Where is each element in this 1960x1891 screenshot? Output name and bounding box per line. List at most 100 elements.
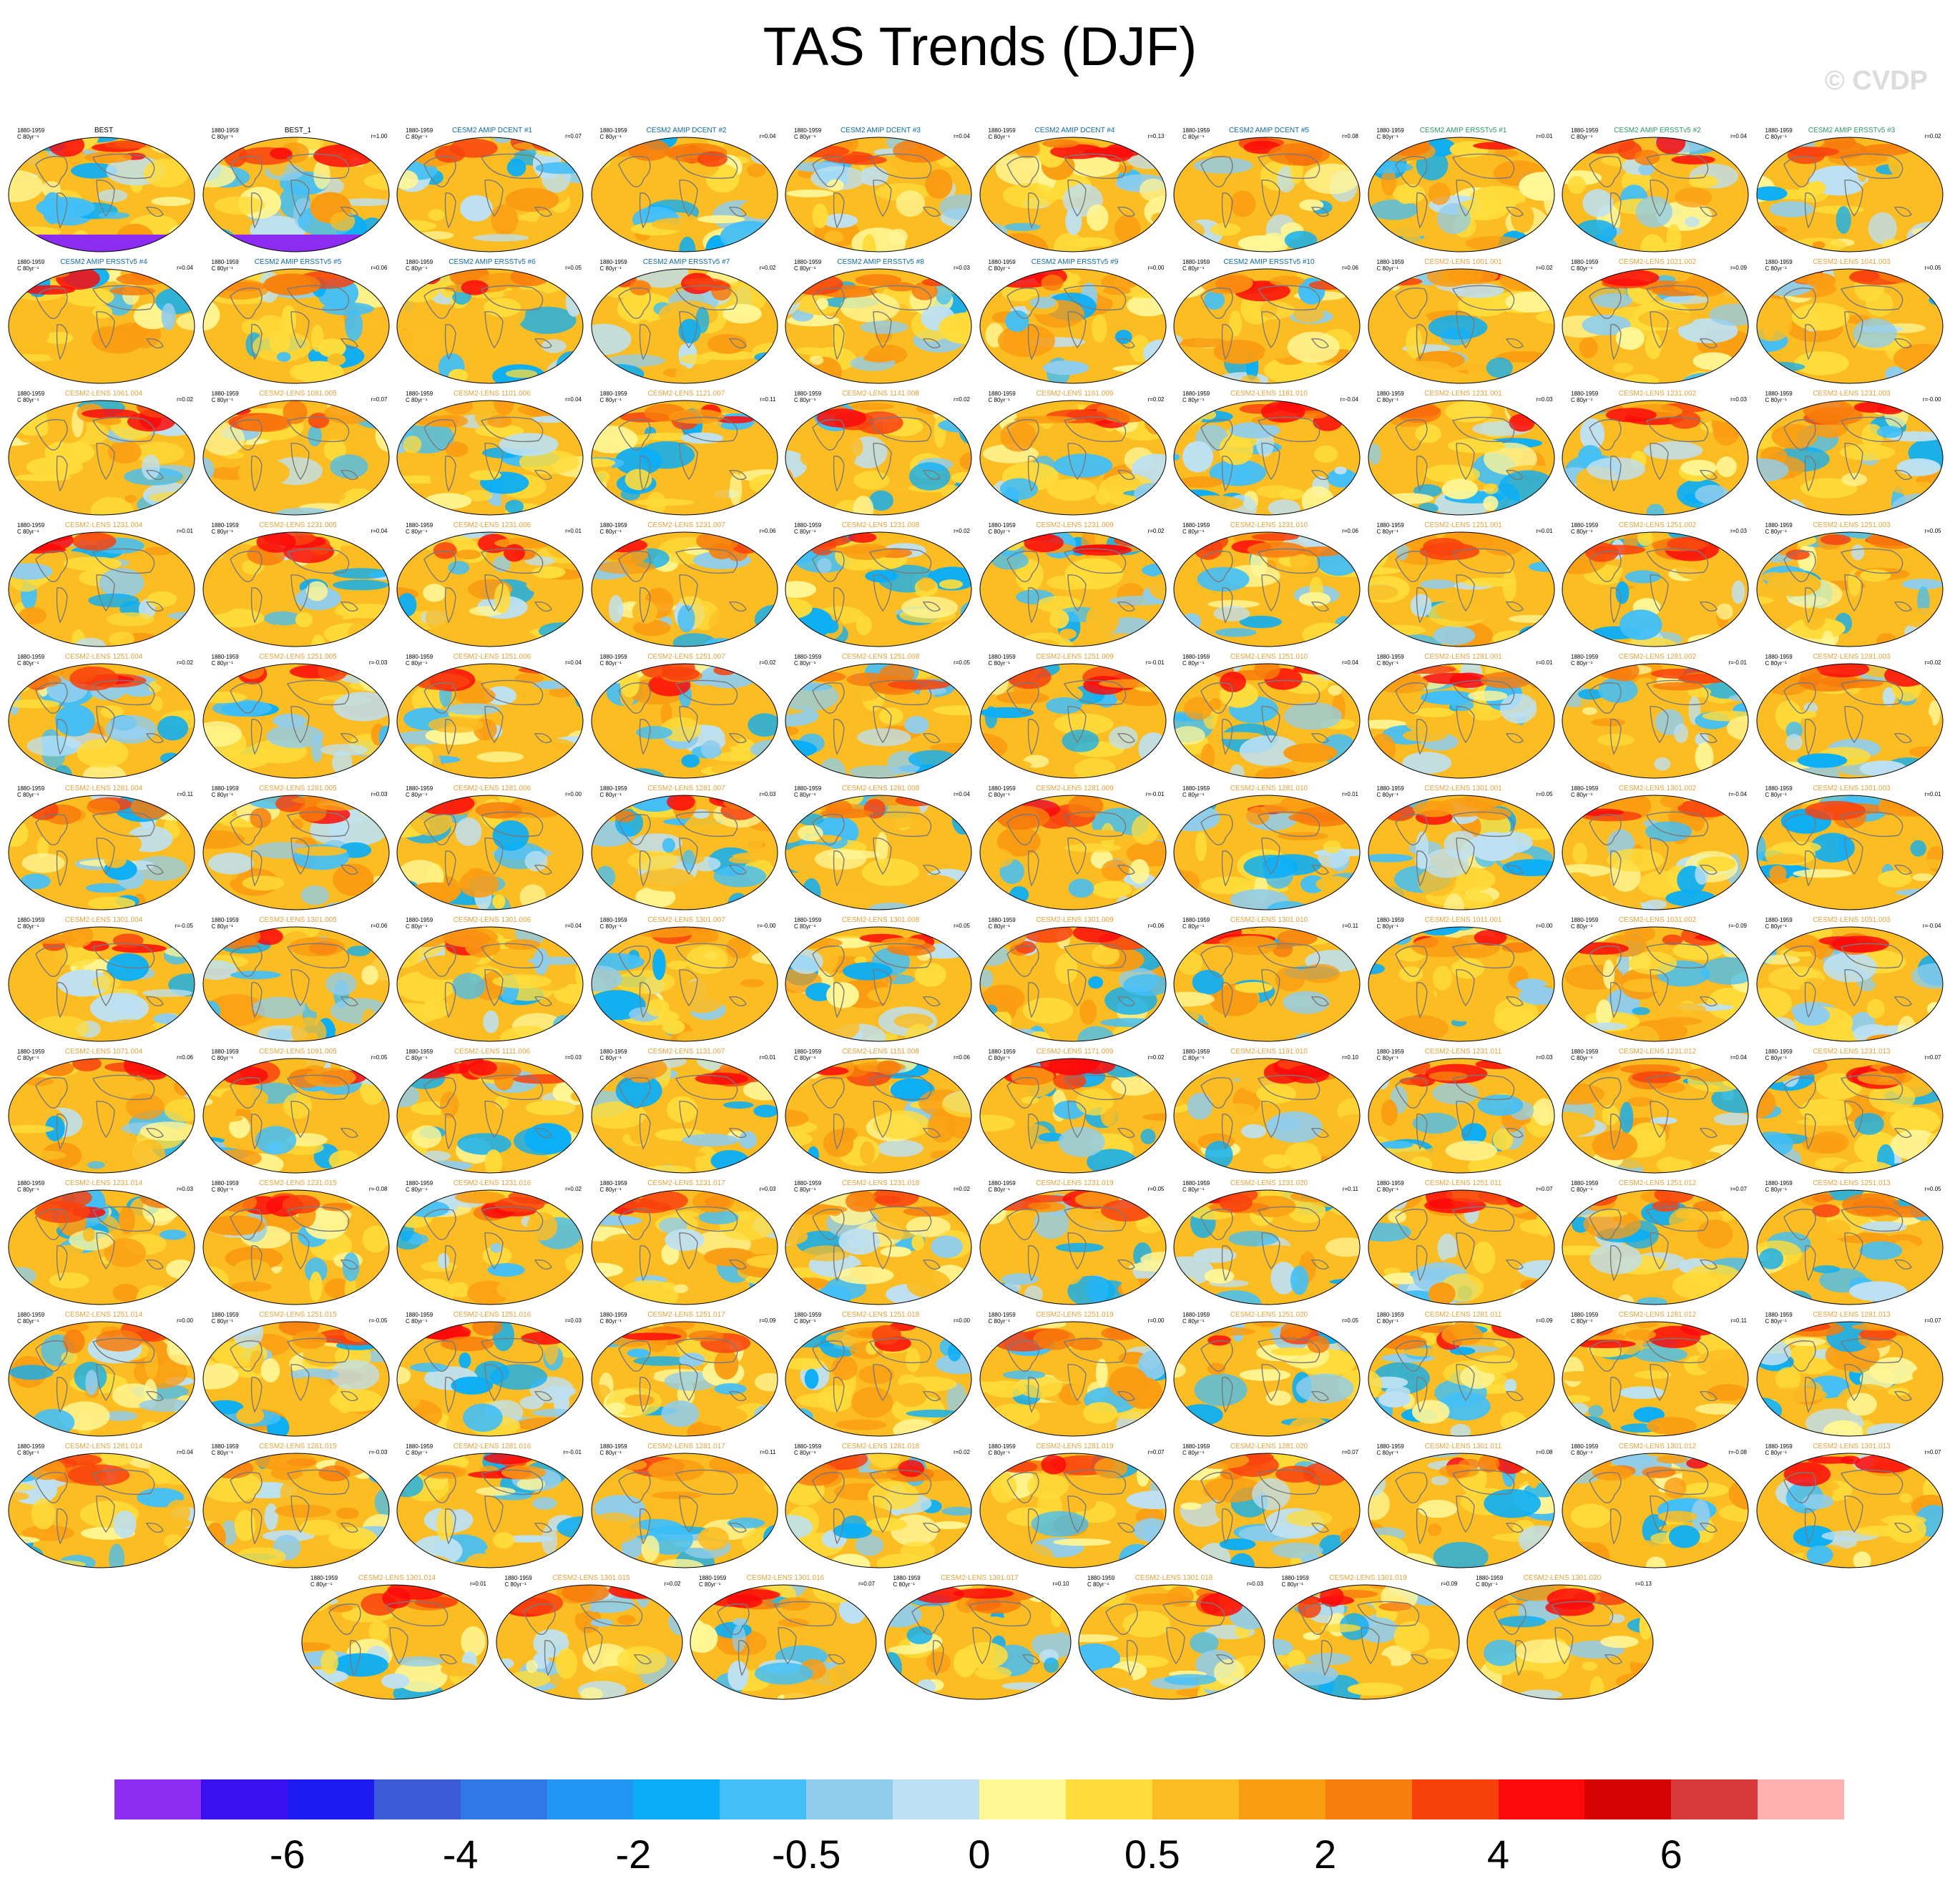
trend-map <box>979 400 1166 516</box>
map-panel: 1880-1959 C 80yr⁻¹ CESM2-LENS 1011.001 r=0… <box>1367 916 1560 1050</box>
map-panel: 1880-1959 C 80yr⁻¹ CESM2-LENS 1091.005 r=0… <box>202 1048 395 1182</box>
panel-pattern-correlation: r=0.11 <box>1342 923 1358 929</box>
colorbar-swatch <box>1671 1779 1758 1819</box>
panel-title: CESM2-LENS 1171.009 <box>1036 1048 1114 1056</box>
map-panel: 1880-1959 C 80yr⁻¹ CESM2-LENS 1281.007 r=0… <box>590 785 783 918</box>
trend-map <box>1368 795 1554 910</box>
map-panel: 1880-1959 C 80yr⁻¹ CESM2-LENS 1231.014 r=0… <box>7 1179 200 1313</box>
trend-map <box>8 531 195 647</box>
panel-pattern-correlation: r=0.10 <box>1052 1581 1069 1587</box>
panel-title: CESM2-LENS 1301.010 <box>1230 916 1308 924</box>
panel-title: CESM2-LENS 1281.017 <box>647 1443 725 1450</box>
panel-period-label: 1880-1959 C 80yr⁻¹ <box>988 654 1016 667</box>
panel-period-label: 1880-1959 C 80yr⁻¹ <box>599 391 627 403</box>
panel-period-label: 1880-1959 C 80yr⁻¹ <box>211 917 239 930</box>
panel-period-label: 1880-1959 C 80yr⁻¹ <box>1182 522 1210 535</box>
panel-period-label: 1880-1959 C 80yr⁻¹ <box>794 127 822 140</box>
panel-title: CESM2-LENS 1011.001 <box>1424 916 1502 924</box>
panel-period-label: 1880-1959 C 80yr⁻¹ <box>1182 1312 1210 1325</box>
map-panel: 1880-1959 C 80yr⁻¹ CESM2-LENS 1251.013 r=0… <box>1755 1179 1949 1313</box>
panel-pattern-correlation: r=0.03 <box>565 1317 582 1324</box>
panel-period-label: 1880-1959 C 80yr⁻¹ <box>406 1443 433 1456</box>
panel-title: CESM2-LENS 1161.009 <box>1036 390 1114 398</box>
trend-map <box>396 1189 584 1305</box>
panel-period-label: 1880-1959 C 80yr⁻¹ <box>1182 1443 1210 1456</box>
map-panel: 1880-1959 C 80yr⁻¹ CESM2-LENS 1061.004 r=0… <box>7 390 200 524</box>
panel-pattern-correlation: r=0.02 <box>177 396 193 403</box>
panel-period-label: 1880-1959 C 80yr⁻¹ <box>211 1443 239 1456</box>
panel-title: CESM2-LENS 1301.003 <box>1813 785 1891 792</box>
map-panel: 1880-1959 C 80yr⁻¹ CESM2-LENS 1001.001 r=0… <box>1367 258 1560 392</box>
panel-period-label: 1880-1959 C 80yr⁻¹ <box>599 1180 627 1193</box>
panel-period-label: 1880-1959 C 80yr⁻¹ <box>599 127 627 140</box>
map-panel: 1880-1959 C 80yr⁻¹ CESM2-LENS 1231.015 r=-… <box>202 1179 395 1313</box>
panel-period-label: 1880-1959 C 80yr⁻¹ <box>1376 1443 1404 1456</box>
map-panel: 1880-1959 C 80yr⁻¹ CESM2-LENS 1251.012 r=0… <box>1561 1179 1754 1313</box>
panel-title: CESM2-LENS 1231.007 <box>647 521 725 529</box>
panel-title: CESM2-LENS 1301.001 <box>1424 785 1502 792</box>
colorbar-swatch <box>287 1779 374 1819</box>
panel-period-label: 1880-1959 C 80yr⁻¹ <box>794 654 822 667</box>
panel-pattern-correlation: r=0.01 <box>1342 791 1358 797</box>
panel-title: CESM2 AMIP ERSSTv5 #8 <box>837 258 924 266</box>
panel-period-label: 1880-1959 C 80yr⁻¹ <box>1765 654 1793 667</box>
map-panel: 1880-1959 C 80yr⁻¹ CESM2 AMIP DCENT #4 r=0… <box>979 127 1172 260</box>
trend-map <box>396 137 584 252</box>
panel-pattern-correlation: r=0.04 <box>371 528 388 534</box>
trend-map <box>496 1584 682 1700</box>
panel-pattern-correlation: r=0.02 <box>954 528 970 534</box>
panel-title: CESM2 AMIP ERSSTv5 #1 <box>1419 127 1507 134</box>
trend-map <box>396 795 584 910</box>
chart-title: TAS Trends (DJF) <box>763 16 1197 77</box>
panel-title: CESM2-LENS 1031.002 <box>1618 916 1697 924</box>
panel-period-label: 1880-1959 C 80yr⁻¹ <box>1571 391 1599 403</box>
trend-map <box>1756 137 1943 252</box>
trend-map <box>1173 137 1361 252</box>
panel-title: CESM2-LENS 1281.007 <box>647 785 725 792</box>
panel-period-label: 1880-1959 C 80yr⁻¹ <box>1376 259 1404 272</box>
panel-pattern-correlation: r=1.00 <box>371 133 388 139</box>
colorbar-tick-label: -2 <box>615 1832 652 1877</box>
map-panel: 1880-1959 C 80yr⁻¹ CESM2-LENS 1181.010 r=-… <box>1172 390 1366 524</box>
trend-map <box>396 400 584 516</box>
panel-period-label: 1880-1959 C 80yr⁻¹ <box>17 259 45 272</box>
panel-title: CESM2-LENS 1301.006 <box>453 916 531 924</box>
panel-title: CESM2-LENS 1251.002 <box>1618 521 1697 529</box>
panel-period-label: 1880-1959 C 80yr⁻¹ <box>794 1312 822 1325</box>
colorbar-swatch <box>1758 1779 1845 1819</box>
panel-title: CESM2-LENS 1281.019 <box>1036 1443 1114 1450</box>
trend-map <box>1562 531 1749 647</box>
panel-pattern-correlation: r=-0.04 <box>1340 396 1358 403</box>
panel-title: CESM2-LENS 1101.006 <box>454 390 531 398</box>
trend-map <box>202 926 389 1042</box>
colorbar-swatch <box>720 1779 807 1819</box>
map-panel: 1880-1959 C 80yr⁻¹ CESM2-LENS 1231.001 r=0… <box>1367 390 1560 524</box>
panel-title: CESM2-LENS 1281.014 <box>64 1443 143 1450</box>
panel-title: CESM2-LENS 1281.006 <box>453 785 531 792</box>
panel-title: CESM2 AMIP DCENT #3 <box>841 127 921 134</box>
panel-title: CESM2 AMIP ERSSTv5 #3 <box>1808 127 1896 134</box>
panel-pattern-correlation: r=0.09 <box>1441 1581 1458 1587</box>
panel-pattern-correlation: r=-0.04 <box>1728 791 1747 797</box>
panel-title: CESM2-LENS 1081.005 <box>259 390 337 398</box>
panel-period-label: 1880-1959 C 80yr⁻¹ <box>1376 917 1404 930</box>
map-panel: 1880-1959 C 80yr⁻¹ CESM2-LENS 1231.007 r=0… <box>590 521 783 655</box>
panel-pattern-correlation: r=0.07 <box>1924 1449 1941 1455</box>
map-panel: 1880-1959 C 80yr⁻¹ CESM2-LENS 1231.012 r=0… <box>1561 1048 1754 1182</box>
panel-period-label: 1880-1959 C 80yr⁻¹ <box>1182 259 1210 272</box>
trend-map <box>785 268 972 384</box>
map-panel: 1880-1959 C 80yr⁻¹ CESM2-LENS 1231.004 r=0… <box>7 521 200 655</box>
trend-map <box>1173 400 1361 516</box>
panel-pattern-correlation: r=0.05 <box>1536 791 1553 797</box>
panel-period-label: 1880-1959 C 80yr⁻¹ <box>988 1048 1016 1061</box>
panel-title: CESM2-LENS 1061.004 <box>64 390 143 398</box>
panel-period-label: 1880-1959 C 80yr⁻¹ <box>1571 1048 1599 1061</box>
panel-pattern-correlation: r=0.05 <box>1147 1186 1165 1192</box>
panel-pattern-correlation: r=0.04 <box>565 659 582 666</box>
panel-pattern-correlation: r=0.06 <box>954 1054 970 1061</box>
map-panel: 1880-1959 C 80yr⁻¹ CESM2 AMIP ERSSTv5 #7 r… <box>590 258 783 392</box>
trend-map <box>591 400 778 516</box>
panel-period-label: 1880-1959 C 80yr⁻¹ <box>1571 1312 1599 1325</box>
panel-pattern-correlation: r=0.06 <box>177 1054 193 1061</box>
panel-pattern-correlation: r=0.04 <box>954 791 970 797</box>
